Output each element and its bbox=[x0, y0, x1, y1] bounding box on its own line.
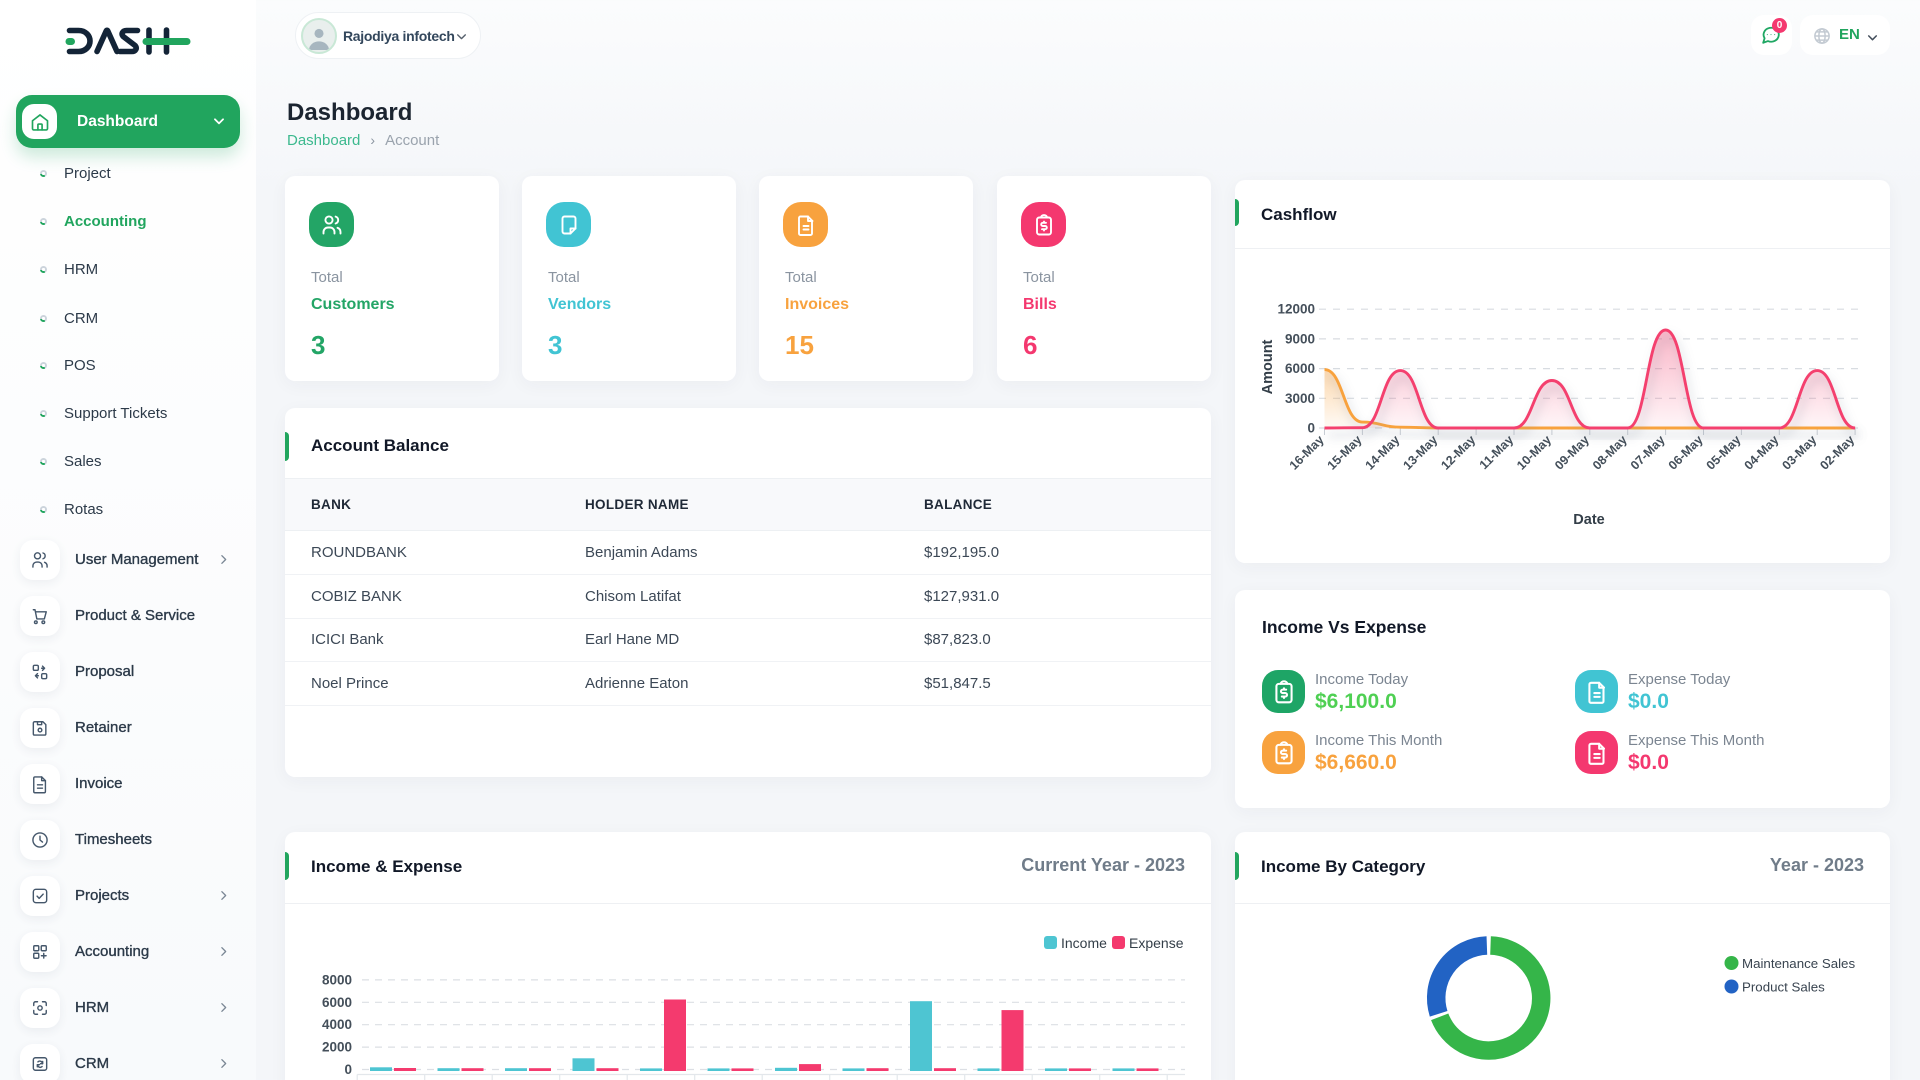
svg-text:12-May: 12-May bbox=[1438, 433, 1478, 473]
svg-text:10-May: 10-May bbox=[1514, 433, 1554, 473]
svg-text:Income: Income bbox=[1061, 935, 1107, 951]
svg-text:15-May: 15-May bbox=[1325, 433, 1365, 473]
svg-text:05-May: 05-May bbox=[1704, 433, 1744, 473]
svg-text:3000: 3000 bbox=[1285, 391, 1315, 406]
svg-text:06-May: 06-May bbox=[1666, 433, 1706, 473]
svg-text:07-May: 07-May bbox=[1628, 433, 1668, 473]
svg-text:09-May: 09-May bbox=[1552, 433, 1592, 473]
svg-text:Maintenance Sales: Maintenance Sales bbox=[1742, 956, 1855, 971]
svg-text:0: 0 bbox=[344, 1062, 352, 1077]
svg-text:13-May: 13-May bbox=[1400, 433, 1440, 473]
svg-text:Expense: Expense bbox=[1129, 935, 1184, 951]
svg-text:6000: 6000 bbox=[322, 995, 352, 1010]
svg-text:0: 0 bbox=[1307, 421, 1315, 436]
svg-text:12000: 12000 bbox=[1277, 302, 1315, 317]
svg-text:14-May: 14-May bbox=[1363, 433, 1403, 473]
svg-text:2000: 2000 bbox=[322, 1040, 352, 1055]
svg-text:Amount: Amount bbox=[1260, 339, 1276, 394]
svg-text:Product Sales: Product Sales bbox=[1742, 980, 1825, 995]
svg-text:9000: 9000 bbox=[1285, 331, 1315, 346]
svg-text:16-May: 16-May bbox=[1287, 433, 1327, 473]
svg-text:8000: 8000 bbox=[322, 972, 352, 987]
svg-text:6000: 6000 bbox=[1285, 361, 1315, 376]
svg-text:11-May: 11-May bbox=[1477, 433, 1516, 472]
svg-text:4000: 4000 bbox=[322, 1017, 352, 1032]
svg-text:Date: Date bbox=[1573, 512, 1604, 528]
svg-text:08-May: 08-May bbox=[1590, 433, 1630, 473]
svg-text:03-May: 03-May bbox=[1779, 433, 1819, 473]
svg-text:04-May: 04-May bbox=[1742, 433, 1782, 473]
svg-text:02-May: 02-May bbox=[1817, 433, 1857, 473]
